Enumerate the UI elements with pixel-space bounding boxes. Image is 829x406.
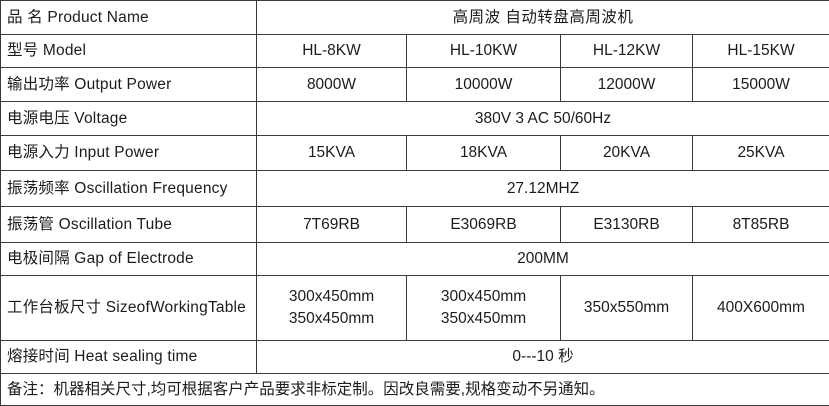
cell-voltage-value: 380V 3 AC 50/60Hz [256,100,829,136]
working-table-2-line2: 350x450mm [440,310,527,328]
footer-note: 备注：机器相关尺寸,均可根据客户产品要求非标定制。因改良需要,规格变动不另通知。 [0,373,829,406]
row-label-model: 型号 Model [0,33,257,69]
cell-product-name-value: 高周波 自动转盘高周波机 [256,0,829,35]
cell-oscillation-tube-4: 8T85RB [692,206,829,243]
cell-working-table-3: 350x550mm [560,275,693,341]
row-label-output-power: 输出功率 Output Power [0,67,257,102]
cell-model-hl15kw: HL-15KW [692,33,829,69]
table-row-oscillation-frequency: 振荡频率 Oscillation Frequency 27.12MHZ [0,170,829,208]
row-label-size-of-working-table: 工作台板尺寸 SizeofWorkingTable [0,275,257,341]
table-row-output-power: 输出功率 Output Power 8000W 10000W 12000W 15… [0,67,829,102]
table-row-heat-sealing-time: 熔接时间 Heat sealing time 0---10 秒 [0,339,829,375]
row-label-oscillation-frequency: 振荡频率 Oscillation Frequency [0,170,257,208]
working-table-2-line1: 300x450mm [440,287,527,305]
cell-input-power-4: 25KVA [692,134,829,172]
cell-oscillation-frequency-value: 27.12MHZ [256,170,829,208]
cell-input-power-2: 18KVA [406,134,561,172]
table-row-model: 型号 Model HL-8KW HL-10KW HL-12KW HL-15KW [0,33,829,69]
row-label-voltage: 电源电压 Voltage [0,100,257,136]
cell-oscillation-tube-2: E3069RB [406,206,561,243]
row-label-gap-of-electrode: 电极间隔 Gap of Electrode [0,241,257,277]
row-label-oscillation-tube: 振荡管 Oscillation Tube [0,206,257,243]
working-table-1-line1: 300x450mm [288,287,375,305]
cell-heat-sealing-time-value: 0---10 秒 [256,339,829,375]
cell-working-table-2: 300x450mm 350x450mm [406,275,561,341]
cell-input-power-3: 20KVA [560,134,693,172]
cell-model-hl8kw: HL-8KW [256,33,407,69]
cell-output-power-3: 12000W [560,67,693,102]
cell-model-hl10kw: HL-10KW [406,33,561,69]
table-row-voltage: 电源电压 Voltage 380V 3 AC 50/60Hz [0,100,829,136]
table-row-gap-of-electrode: 电极间隔 Gap of Electrode 200MM [0,241,829,277]
working-table-1-line2: 350x450mm [288,310,375,328]
cell-output-power-2: 10000W [406,67,561,102]
cell-gap-of-electrode-value: 200MM [256,241,829,277]
table-row-oscillation-tube: 振荡管 Oscillation Tube 7T69RB E3069RB E313… [0,206,829,243]
cell-output-power-1: 8000W [256,67,407,102]
cell-oscillation-tube-1: 7T69RB [256,206,407,243]
cell-output-power-4: 15000W [692,67,829,102]
row-label-product-name: 品 名 Product Name [0,0,257,35]
cell-working-table-1: 300x450mm 350x450mm [256,275,407,341]
table-row-input-power: 电源入力 Input Power 15KVA 18KVA 20KVA 25KVA [0,134,829,172]
table-row-note: 备注：机器相关尺寸,均可根据客户产品要求非标定制。因改良需要,规格变动不另通知。 [0,373,829,406]
cell-working-table-4: 400X600mm [692,275,829,341]
table-row-product-name: 品 名 Product Name 高周波 自动转盘高周波机 [0,0,829,35]
row-label-heat-sealing-time: 熔接时间 Heat sealing time [0,339,257,375]
cell-model-hl12kw: HL-12KW [560,33,693,69]
cell-input-power-1: 15KVA [256,134,407,172]
cell-oscillation-tube-3: E3130RB [560,206,693,243]
table-row-size-of-working-table: 工作台板尺寸 SizeofWorkingTable 300x450mm 350x… [0,275,829,341]
row-label-input-power: 电源入力 Input Power [0,134,257,172]
